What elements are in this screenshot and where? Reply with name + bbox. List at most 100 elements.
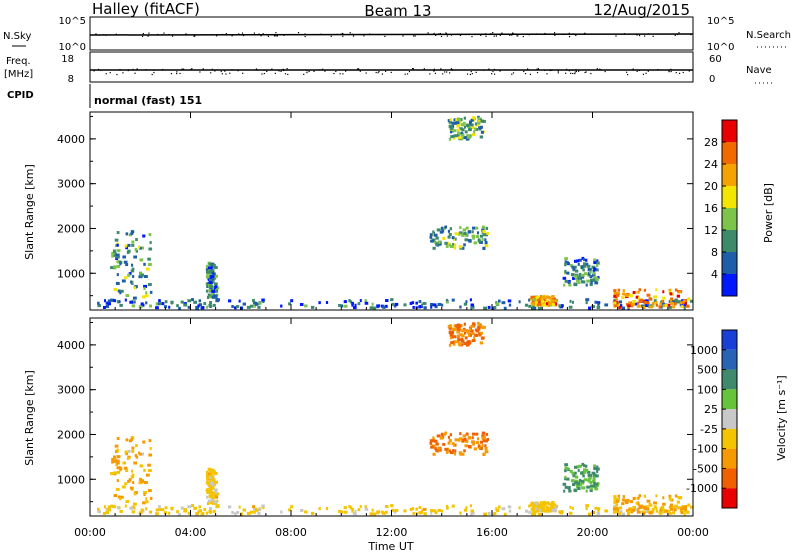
noise-point <box>471 35 473 38</box>
power-ytick-label: 1000 <box>57 267 85 280</box>
velocity-cell <box>634 508 638 512</box>
power-cell <box>628 301 631 305</box>
power-cell <box>115 253 120 257</box>
velocity-cell <box>142 440 146 444</box>
velocity-cell <box>449 332 454 336</box>
nave-point <box>359 70 361 72</box>
velocity-cell <box>680 507 683 511</box>
velocity-cell <box>642 512 646 516</box>
nave-point <box>134 72 136 74</box>
noise-point <box>369 33 371 35</box>
noise-point <box>185 33 187 35</box>
velocity-cell <box>430 445 434 449</box>
velocity-cell <box>452 342 456 346</box>
power-cell <box>484 238 487 242</box>
power-cell <box>466 135 471 139</box>
noise-point <box>516 35 518 37</box>
velocity-cell <box>214 491 218 495</box>
power-cell <box>452 243 455 247</box>
velocity-cell <box>119 509 123 513</box>
power-cell <box>617 288 621 292</box>
noise-point <box>638 34 641 37</box>
power-cell <box>684 301 687 305</box>
nave-point <box>678 72 681 74</box>
power-cell <box>149 304 153 308</box>
nave-point <box>306 70 308 72</box>
velocity-cell <box>338 509 342 513</box>
power-cell <box>343 304 348 308</box>
velocity-cell <box>131 473 135 477</box>
velocity-cell <box>130 436 135 440</box>
velocity-cell <box>481 444 484 448</box>
velocity-cell <box>585 489 588 493</box>
power-cell <box>591 265 596 269</box>
velocity-cell <box>158 505 161 509</box>
velocity-cell <box>447 441 451 445</box>
velocity-cell <box>209 490 213 494</box>
velocity-cell <box>448 449 451 453</box>
velocity-cell <box>568 511 573 515</box>
power-cell <box>669 301 674 305</box>
velocity-cell <box>325 507 329 511</box>
velocity-cell <box>469 504 472 508</box>
velocity-cell <box>463 342 467 346</box>
power-cell <box>518 300 521 304</box>
velocity-cell <box>558 510 562 514</box>
velocity-cell <box>572 473 576 477</box>
power-cell <box>111 251 115 255</box>
nave-point <box>657 68 659 71</box>
velocity-cell <box>140 479 144 483</box>
power-cell <box>476 231 480 235</box>
power-cell <box>124 276 128 280</box>
power-cell <box>613 294 617 298</box>
velocity-cell <box>585 464 588 468</box>
nave-point <box>385 70 387 72</box>
power-cell <box>206 296 210 300</box>
velocity-cell <box>211 481 214 485</box>
power-cell <box>572 267 576 271</box>
velocity-colorbar-swatch <box>722 389 737 410</box>
noise-point <box>351 33 353 35</box>
power-cell <box>481 225 486 229</box>
noise-point <box>98 34 100 36</box>
power-cell <box>441 303 444 307</box>
nave-point <box>199 71 201 73</box>
velocity-cell <box>110 504 114 508</box>
power-cell <box>484 244 489 248</box>
power-cell <box>142 295 146 299</box>
power-cell <box>458 245 463 249</box>
power-cell <box>569 299 572 303</box>
power-cell <box>585 298 590 302</box>
power-cell <box>110 266 114 270</box>
nave-point <box>527 68 529 70</box>
velocity-cell <box>472 442 475 446</box>
velocity-cell <box>138 481 143 485</box>
velocity-cell <box>653 501 658 505</box>
noise-point <box>273 35 276 37</box>
x-tick-label: 16:00 <box>476 526 508 539</box>
velocity-cell <box>463 437 467 441</box>
power-cell <box>135 238 138 242</box>
velocity-cell <box>501 507 506 511</box>
nave-point <box>97 68 100 71</box>
power-cell <box>636 304 641 308</box>
velocity-cell <box>643 506 647 510</box>
nave-point <box>645 72 647 74</box>
noise-point <box>242 34 245 37</box>
noise-point <box>522 35 524 38</box>
velocity-cell <box>471 339 476 343</box>
power-cell <box>421 303 424 307</box>
power-cell <box>629 294 634 298</box>
power-cell <box>129 300 134 304</box>
velocity-cell <box>351 509 354 513</box>
freq-right-tick-top: 60 <box>709 54 722 65</box>
power-cell <box>568 283 572 287</box>
power-cell <box>193 300 197 304</box>
nave-point <box>565 72 567 74</box>
velocity-cell <box>570 479 575 483</box>
velocity-cell <box>139 464 144 468</box>
velocity-cell <box>614 510 618 514</box>
velocity-cell <box>524 509 529 513</box>
nave-point <box>482 69 485 71</box>
noise-point <box>643 35 646 37</box>
